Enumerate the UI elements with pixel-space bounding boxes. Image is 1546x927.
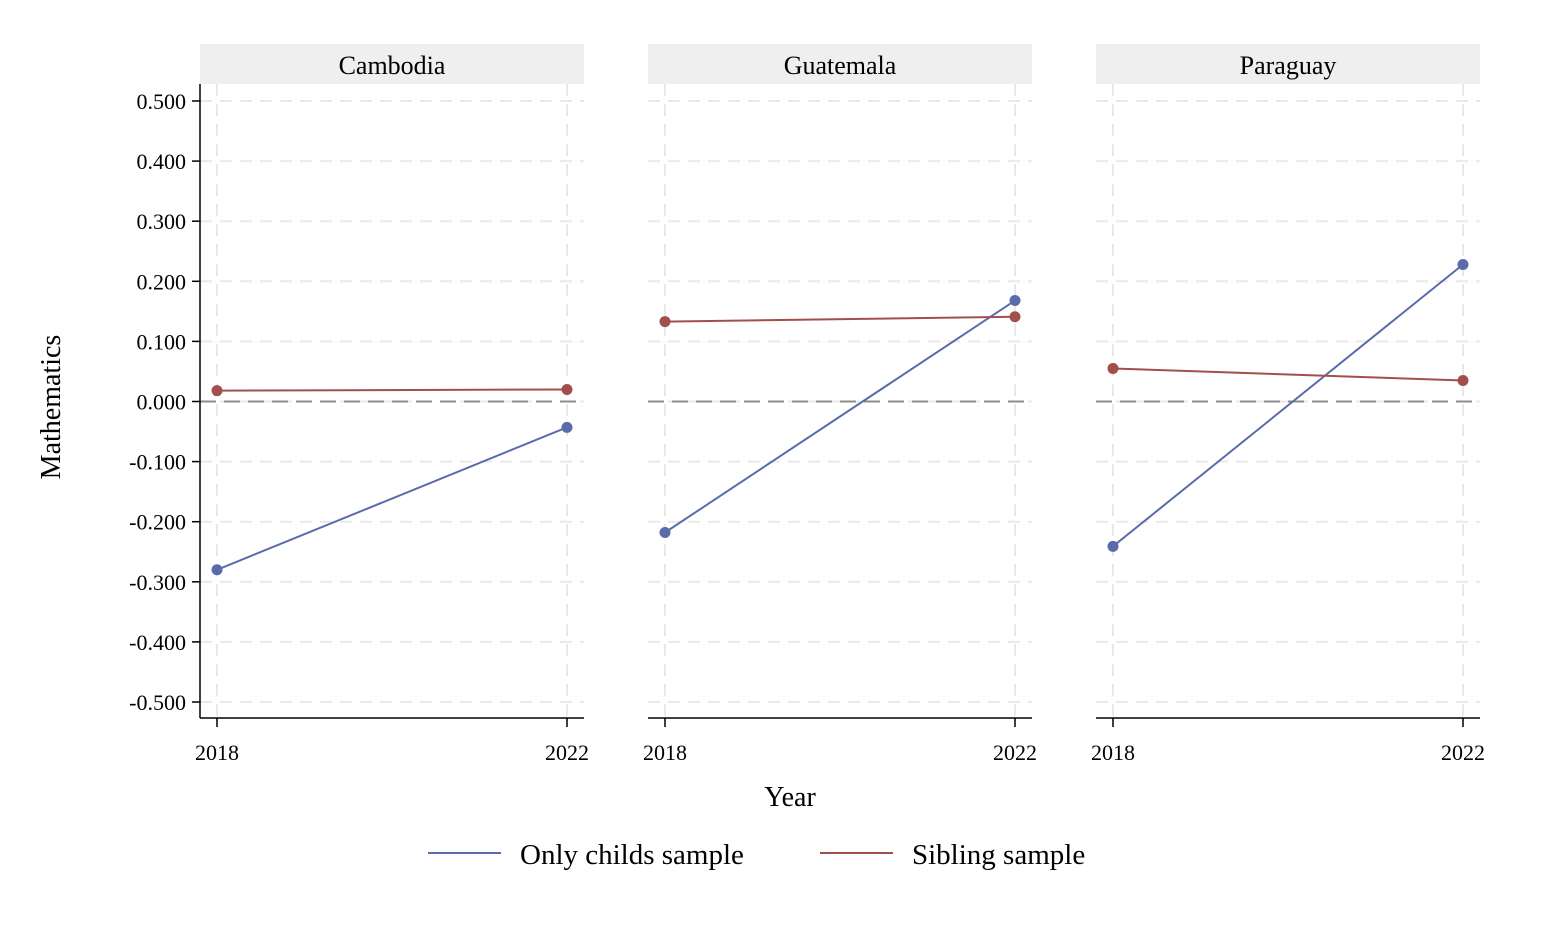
data-point-sibling (1107, 362, 1119, 374)
series-line-sibling (664, 315, 1016, 323)
x-tick-label: 2018 (1091, 740, 1135, 765)
series-line-only-childs (1112, 263, 1464, 548)
y-tick-label: -0.400 (129, 630, 186, 655)
x-tick-label: 2022 (545, 740, 589, 765)
data-point-only-childs (1009, 295, 1021, 307)
data-point-sibling (561, 383, 573, 395)
y-tick-label: -0.300 (129, 570, 186, 595)
legend: Only childs sample Sibling sample (428, 839, 1085, 871)
data-point-only-childs (1457, 258, 1469, 270)
series-line-only-childs (216, 426, 568, 571)
panel-guatemala: Guatemala 2018 2022 (643, 44, 1037, 765)
panel-paraguay: Paraguay 2018 2022 (1091, 44, 1485, 765)
x-tick-label: 2018 (195, 740, 239, 765)
data-point-sibling (1457, 374, 1469, 386)
x-axis-title: Year (764, 782, 816, 813)
legend-label-only-childs: Only childs sample (520, 839, 744, 871)
y-tick-label: -0.500 (129, 690, 186, 715)
series-line-sibling (216, 388, 568, 392)
panel-title: Cambodia (339, 51, 446, 80)
panel-cambodia: Cambodia 2018 2022 0.500 0.400 0.300 0.200 0.10… (129, 44, 589, 765)
panel-strip (1096, 44, 1480, 84)
data-point-sibling (659, 316, 671, 328)
data-point-only-childs (659, 527, 671, 539)
y-tick-label: 0.200 (137, 269, 187, 294)
y-tick-label: 0.400 (137, 149, 187, 174)
data-point-sibling (211, 385, 223, 397)
data-point-only-childs (1107, 540, 1119, 552)
series-line-only-childs (664, 299, 1016, 534)
y-tick-label: 0.500 (137, 89, 187, 114)
series-line-sibling (1112, 367, 1464, 382)
panel-title: Guatemala (784, 51, 897, 80)
y-tick-label: -0.100 (129, 450, 186, 475)
panel-title: Paraguay (1240, 51, 1337, 80)
y-tick-label: 0.000 (137, 390, 187, 415)
data-point-sibling (1009, 311, 1021, 323)
data-point-only-childs (211, 564, 223, 576)
y-tick-label: 0.100 (137, 329, 187, 354)
y-tick-label: 0.300 (137, 209, 187, 234)
y-tick-label: -0.200 (129, 510, 186, 535)
y-axis-title: Mathematics (36, 335, 67, 480)
panel-strip (200, 44, 584, 84)
legend-label-sibling: Sibling sample (912, 839, 1085, 871)
x-tick-label: 2022 (1441, 740, 1485, 765)
panel-strip (648, 44, 1032, 84)
x-tick-label: 2018 (643, 740, 687, 765)
x-tick-label: 2022 (993, 740, 1037, 765)
data-point-only-childs (561, 421, 573, 433)
